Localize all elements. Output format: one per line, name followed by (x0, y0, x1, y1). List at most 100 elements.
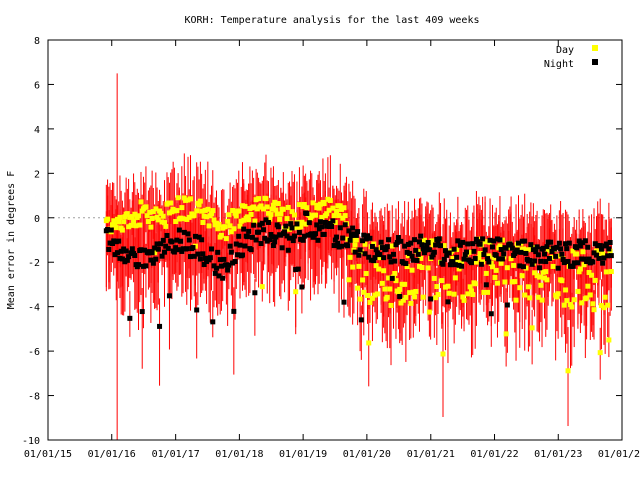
day-point (460, 294, 466, 300)
day-point (264, 204, 270, 210)
night-point (314, 222, 320, 228)
night-point (426, 247, 432, 253)
night-point (522, 238, 528, 244)
day-point (196, 202, 202, 208)
night-point (306, 220, 312, 226)
night-point (158, 241, 164, 247)
night-point (231, 308, 237, 314)
day-point (535, 294, 541, 300)
day-point (577, 266, 583, 272)
night-point (356, 252, 362, 258)
day-point (340, 215, 346, 221)
day-point (418, 255, 424, 261)
day-point (470, 292, 476, 298)
night-point (360, 238, 366, 244)
day-point (180, 216, 186, 222)
day-point (218, 232, 224, 238)
night-point (542, 251, 548, 257)
night-point (462, 252, 468, 258)
night-point (548, 239, 554, 245)
night-point (347, 237, 353, 243)
day-point (301, 201, 307, 207)
day-point (356, 263, 362, 269)
day-point (404, 264, 410, 270)
day-point (539, 297, 545, 303)
day-point (313, 212, 319, 218)
day-point (186, 214, 192, 220)
day-point (210, 208, 216, 214)
x-tick-label: 01/01/15 (24, 449, 72, 460)
day-point (187, 196, 193, 202)
night-point (428, 296, 434, 302)
night-point (559, 251, 565, 257)
day-point (194, 208, 200, 214)
night-point (162, 249, 168, 255)
day-point (419, 264, 425, 270)
night-point (187, 254, 193, 260)
night-point (455, 238, 461, 244)
y-tick-label: -4 (28, 303, 40, 314)
night-point (317, 219, 323, 225)
night-point (425, 240, 431, 246)
night-point (246, 228, 252, 234)
day-point (341, 205, 347, 211)
night-point (450, 259, 456, 265)
night-point (164, 232, 170, 238)
day-point (132, 211, 138, 217)
day-point (561, 302, 567, 308)
day-point (225, 218, 231, 224)
night-point (520, 264, 526, 270)
night-point (373, 247, 379, 253)
night-point (543, 259, 549, 265)
night-point (383, 246, 389, 252)
day-point (494, 280, 500, 286)
day-point (580, 249, 586, 255)
night-point (155, 246, 161, 252)
day-point (353, 237, 359, 243)
day-point (409, 267, 415, 273)
day-point (113, 225, 119, 231)
night-point (329, 223, 335, 229)
day-point (570, 248, 576, 254)
night-point (397, 293, 403, 299)
night-point (239, 252, 245, 258)
day-point (324, 211, 330, 217)
night-point (215, 249, 221, 255)
day-point (285, 204, 291, 210)
day-point (603, 269, 609, 275)
night-point (485, 256, 491, 262)
day-point (537, 274, 543, 280)
night-point (603, 241, 609, 247)
night-point (337, 225, 343, 231)
night-point (516, 240, 522, 246)
day-point (575, 288, 581, 294)
night-point (108, 227, 114, 233)
night-point (403, 261, 409, 267)
night-point (459, 263, 465, 269)
day-point (226, 212, 232, 218)
night-point (367, 235, 373, 241)
night-point (596, 255, 602, 261)
night-point (387, 254, 393, 260)
night-series-points (103, 210, 614, 329)
night-point (490, 244, 496, 250)
night-point (273, 234, 279, 240)
night-point (332, 237, 338, 243)
night-point (566, 240, 572, 246)
night-point (544, 244, 550, 250)
day-point (590, 301, 596, 307)
night-point (345, 243, 351, 249)
night-point (152, 245, 158, 251)
day-point (476, 255, 482, 261)
x-axis-ticks: 01/01/15 01/01/16 01/01/17 01/01/18 01/01/19… (24, 40, 640, 460)
night-point (263, 217, 269, 223)
night-point (132, 252, 138, 258)
day-point (524, 247, 530, 253)
day-point (398, 300, 404, 306)
night-point (335, 240, 341, 246)
y-axis-ticks: -10 -8 -6 -4 -2 0 2 4 6 8 (22, 36, 622, 447)
day-point (544, 277, 550, 283)
day-point (278, 211, 284, 217)
day-point (602, 294, 608, 300)
day-point (149, 216, 155, 222)
